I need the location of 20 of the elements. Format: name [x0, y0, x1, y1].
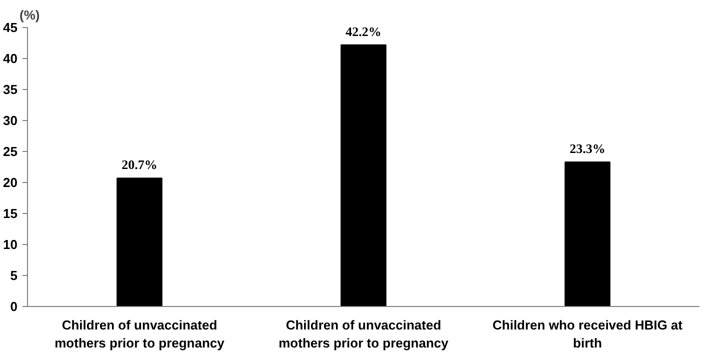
y-tick-label: 20 [3, 175, 18, 190]
y-tick-label: 0 [10, 299, 18, 314]
y-tick-label: 10 [3, 237, 18, 252]
x-tick-label: Children who received HBIG at birth [492, 318, 684, 350]
y-tick-label: 25 [3, 144, 18, 159]
y-tick-label: 5 [10, 268, 18, 283]
y-tick-label: 35 [3, 82, 18, 97]
y-tick-label: 15 [3, 206, 18, 221]
data-label: 42.2% [346, 24, 382, 39]
data-label: 20.7% [122, 157, 158, 172]
bar [564, 162, 610, 306]
x-tick-label: Children of unvaccinated mothers prior to pregnancy [278, 318, 450, 350]
x-tick-label: Children of unvaccinated mothers prior to pregnancy [54, 318, 226, 350]
y-axis-title: (%) [20, 8, 40, 22]
data-label: 23.3% [570, 141, 606, 156]
bar [340, 44, 386, 306]
y-tick-label: 40 [3, 51, 18, 66]
bar [116, 178, 162, 306]
y-tick-label: 30 [3, 113, 18, 128]
y-tick-label: 45 [3, 20, 18, 35]
